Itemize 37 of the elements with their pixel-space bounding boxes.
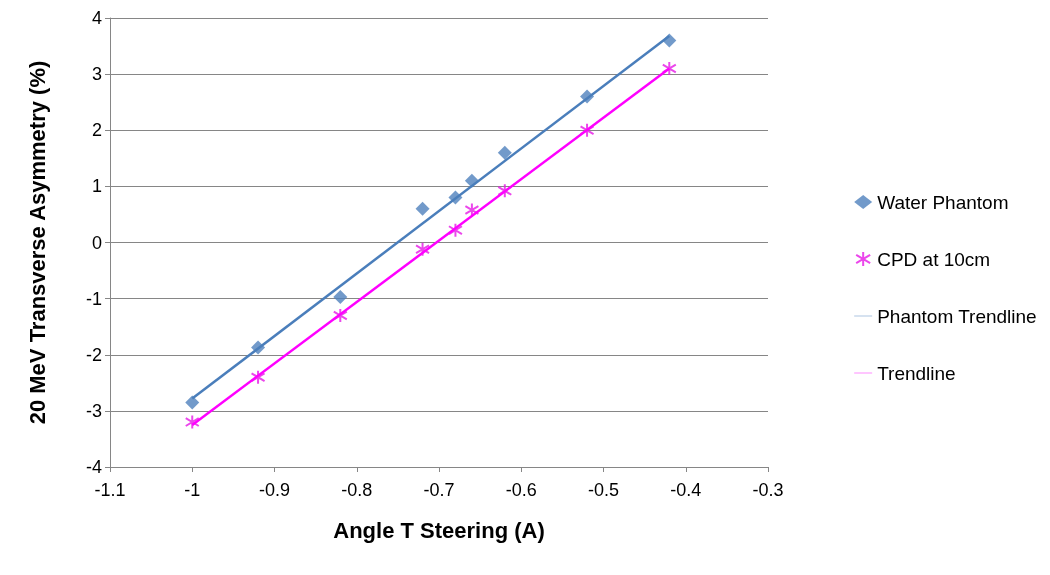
point bbox=[579, 122, 595, 138]
point bbox=[415, 241, 431, 257]
legend-label: Trendline bbox=[877, 362, 956, 384]
x-tick-label: -0.4 bbox=[670, 480, 702, 500]
point bbox=[333, 289, 348, 304]
x-tick-label: -0.6 bbox=[505, 480, 537, 500]
point bbox=[464, 202, 480, 218]
point bbox=[184, 414, 200, 430]
point bbox=[497, 145, 512, 160]
y-tick-label: 1 bbox=[91, 176, 102, 197]
y-tick-label: 3 bbox=[91, 64, 102, 85]
y-tick-label: 2 bbox=[91, 120, 102, 141]
x-tick-label: -1 bbox=[184, 480, 201, 500]
y-tick-label: -4 bbox=[85, 457, 102, 477]
y-axis-title: 20 MeV Transverse Asymmetry (%) bbox=[24, 60, 50, 425]
y-tick-label: 0 bbox=[91, 232, 102, 253]
x-tick-label: -0.9 bbox=[258, 480, 291, 500]
y-tick-label: -2 bbox=[85, 344, 102, 365]
x-tick-label: -0.8 bbox=[341, 480, 373, 500]
x-tick-label: -0.3 bbox=[752, 480, 784, 500]
x-tick-label: -0.5 bbox=[587, 480, 620, 500]
point bbox=[332, 307, 348, 323]
x-axis-title: Angle T Steering (A) bbox=[333, 517, 545, 543]
legend-label: Water Phantom bbox=[877, 191, 1009, 213]
point bbox=[497, 183, 513, 199]
point bbox=[185, 395, 200, 410]
y-tick-label: -1 bbox=[85, 288, 102, 309]
x-tick-label: -1.1 bbox=[94, 480, 126, 500]
legend-label: Phantom Trendline bbox=[877, 305, 1037, 327]
x-tick-label: -0.7 bbox=[423, 480, 455, 500]
y-tick-label: 4 bbox=[91, 8, 102, 28]
point bbox=[250, 369, 266, 385]
point bbox=[661, 61, 677, 77]
legend-label: CPD at 10cm bbox=[877, 248, 991, 270]
point bbox=[415, 201, 430, 216]
point bbox=[447, 222, 463, 238]
y-tick-label: -3 bbox=[85, 400, 102, 421]
